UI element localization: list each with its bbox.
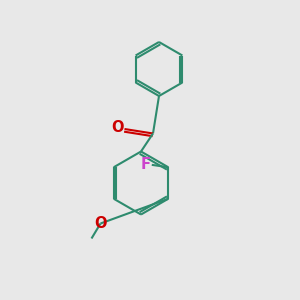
- Text: O: O: [94, 216, 107, 231]
- Text: O: O: [112, 120, 124, 135]
- Text: F: F: [140, 157, 150, 172]
